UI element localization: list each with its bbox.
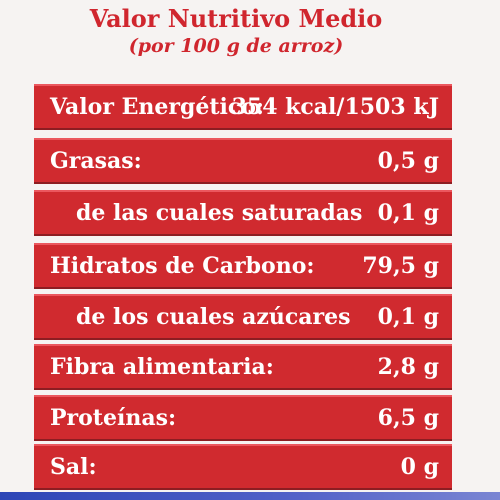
nutrition-label: Grasas:: [50, 148, 142, 174]
nutrition-value: 0,1 g: [377, 200, 439, 226]
nutrition-label: Proteínas:: [50, 405, 177, 431]
nutrition-row-saturated-fat: de las cuales saturadas 0,1 g: [34, 190, 452, 236]
page-subtitle: (por 100 g de arroz): [128, 35, 344, 57]
nutrition-row-salt: Sal: 0 g: [34, 444, 452, 490]
nutrition-row-protein: Proteínas: 6,5 g: [34, 395, 452, 441]
nutrition-value: 2,8 g: [377, 354, 439, 380]
nutrition-label: Fibra alimentaria:: [50, 354, 274, 380]
nutrition-value: 0 g: [400, 454, 439, 480]
nutrition-row-fat: Grasas: 0,5 g: [34, 138, 452, 184]
nutrition-row-carbohydrates: Hidratos de Carbono: 79,5 g: [34, 243, 452, 289]
nutrition-value: 354 kcal/1503 kJ: [231, 94, 439, 120]
nutrition-label: Sal:: [50, 454, 97, 480]
nutrition-row-sugars: de los cuales azúcares 0,1 g: [34, 294, 452, 340]
nutrition-label: de los cuales azúcares: [76, 304, 351, 330]
nutrition-label: Valor Energético:: [50, 94, 265, 120]
page-title: Valor Nutritivo Medio: [89, 4, 383, 33]
nutrition-row-fiber: Fibra alimentaria: 2,8 g: [34, 344, 452, 390]
nutrition-value: 0,1 g: [377, 304, 439, 330]
nutrition-label: Hidratos de Carbono:: [50, 253, 315, 279]
nutrition-value: 6,5 g: [377, 405, 439, 431]
bottom-color-strip: [0, 492, 500, 500]
nutrition-value: 79,5 g: [362, 253, 439, 279]
nutrition-value: 0,5 g: [377, 148, 439, 174]
nutrition-label: de las cuales saturadas: [76, 200, 363, 226]
nutrition-row-energy: Valor Energético: 354 kcal/1503 kJ: [34, 84, 452, 130]
